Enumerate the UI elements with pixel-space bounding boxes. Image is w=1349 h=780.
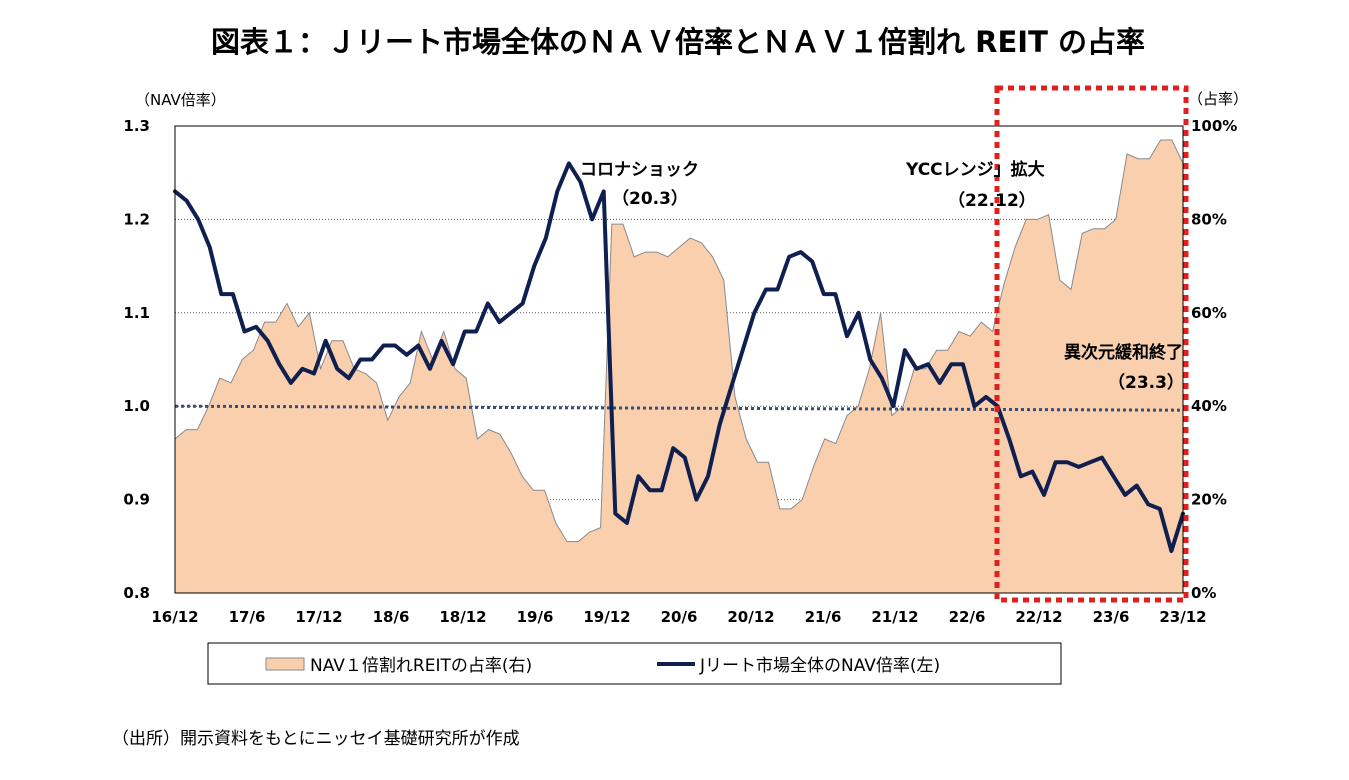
highlight-box [994,85,1189,603]
x-tick-label: 17/6 [229,608,266,626]
x-tick-label: 18/6 [373,608,410,626]
x-tick-label: 21/6 [805,608,842,626]
left-axis-ticks: 0.8 0.9 1.0 1.1 1.2 1.3 [123,117,150,602]
annotation-easing-end-date: （23.3） [1108,372,1184,393]
x-tick-label: 17/12 [295,608,342,626]
legend-swatch-area [265,657,305,671]
legend-label-area: NAV１倍割れREITの占率(右) [310,656,532,676]
right-tick-label: 20% [1191,491,1227,509]
right-tick-label: 40% [1191,397,1227,415]
reference-line-1 [174,404,1184,412]
x-tick-label: 16/12 [151,608,198,626]
x-tick-label: 23/6 [1093,608,1130,626]
x-tick-label: 19/6 [517,608,554,626]
right-tick-label: 80% [1191,210,1227,228]
x-tick-label: 23/12 [1159,608,1206,626]
legend [207,642,1062,685]
chart-title: 図表１：Ｊリート市場全体のＮＡＶ倍率とＮＡＶ１倍割れ REIT の占率 [211,25,1145,59]
annotation-corona-date: （20.3） [612,188,688,209]
area-edge [174,139,1184,543]
left-tick-label: 0.8 [123,584,150,602]
x-tick-label: 22/6 [949,608,986,626]
annotation-corona: コロナショック [580,160,699,180]
annotation-ycc: YCCレンジ」拡大 [905,159,1045,180]
annotation-ycc-date: （22.12） [948,190,1036,211]
legend-label-line: Jリート市場全体のNAV倍率(左) [699,656,940,676]
right-tick-label: 0% [1191,584,1216,602]
left-tick-label: 1.2 [123,210,150,228]
plot-frame [174,125,1184,594]
x-tick-label: 19/12 [583,608,630,626]
x-tick-label: 22/12 [1015,608,1062,626]
left-axis-label: （NAV倍率） [135,91,226,109]
area-series [174,139,1184,593]
x-axis-ticks: 16/12 17/6 17/12 18/6 18/12 19/6 19/12 20/6 20/1… [151,608,1206,626]
left-tick-label: 1.1 [123,304,150,322]
left-tick-label: 1.0 [123,397,150,415]
annotation-easing-end: 異次元緩和終了 [1064,342,1183,363]
area-fill [175,140,1183,593]
x-tick-label: 21/12 [871,608,918,626]
reference-line [174,404,1184,412]
nav-ratio-line [173,161,1185,553]
right-axis-label: （占率） [1188,90,1248,108]
x-tick-label: 20/6 [661,608,698,626]
x-tick-label: 18/12 [439,608,486,626]
right-axis-ticks: 0% 20% 40% 60% 80% 100% [1191,117,1237,602]
line-series [173,161,1185,553]
left-tick-label: 0.9 [123,491,150,509]
left-tick-label: 1.3 [123,117,150,135]
x-tick-label: 20/12 [727,608,774,626]
right-tick-label: 100% [1191,117,1237,135]
source-note: （出所）開示資料をもとにニッセイ基礎研究所が作成 [112,729,520,749]
right-tick-label: 60% [1191,304,1227,322]
